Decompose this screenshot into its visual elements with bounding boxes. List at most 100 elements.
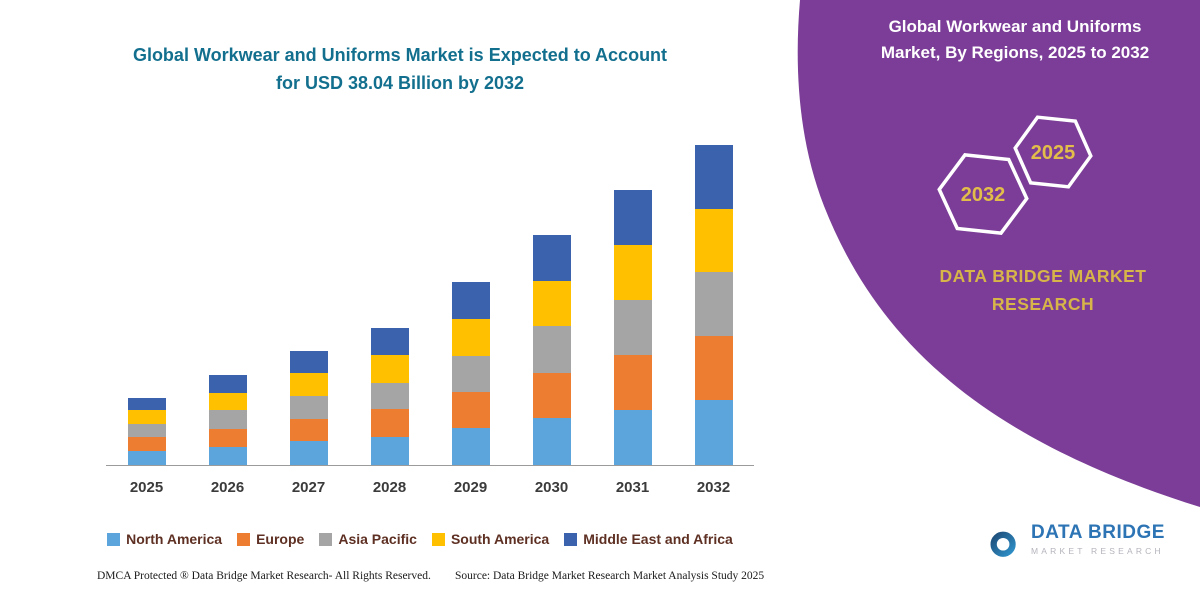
bar-slot-2031	[592, 189, 673, 465]
x-axis-labels: 2025 2026 2027 2028 2029 2030 2031 2032	[106, 479, 754, 496]
chart-title-line2: for USD 38.04 Billion by 2032	[275, 72, 525, 93]
bar-slot-2028	[349, 327, 430, 465]
bar-2025	[127, 397, 166, 465]
bar-2027	[289, 350, 328, 465]
bar-segment-2031	[613, 244, 652, 301]
bar-segment-2028	[370, 409, 409, 438]
legend-swatch	[107, 532, 121, 546]
x-axis-label-2029: 2029	[453, 479, 488, 496]
bar-segment-2029	[451, 391, 490, 428]
legend-label: Europe	[256, 531, 305, 547]
bar-segment-2032	[694, 400, 733, 465]
legend-swatch	[431, 532, 445, 546]
legend-item-north-america: North America	[107, 531, 222, 547]
bar-segment-2026	[208, 428, 247, 447]
bar-segment-2030	[532, 372, 571, 418]
bar-slot-2026	[187, 374, 268, 465]
bar-segment-2032	[694, 208, 733, 273]
x-axis-line	[106, 465, 754, 466]
bar-segment-2032	[694, 272, 733, 337]
dmca-text: DMCA Protected ® Data Bridge Market Rese…	[97, 570, 431, 582]
bar-segment-2029	[451, 355, 490, 392]
bar-segment-2026	[208, 446, 247, 465]
bar-segment-2027	[289, 418, 328, 442]
source-text: Source: Data Bridge Market Research Mark…	[455, 570, 765, 582]
logo-tagline: MARKET RESEARCH	[1031, 546, 1164, 556]
hexagon-2025-label: 2025	[1031, 142, 1076, 164]
bar-segment-2027	[289, 396, 328, 419]
brand-line1: DATA BRIDGE MARKET	[939, 266, 1147, 286]
logo-name: DATA BRIDGE	[1031, 522, 1165, 543]
legend-label: North America	[126, 531, 223, 547]
bar-segment-2028	[370, 382, 409, 410]
bar-2032	[694, 145, 733, 465]
legend-item-asia-pacific: Asia Pacific	[319, 531, 417, 547]
x-axis-label-2026: 2026	[210, 479, 245, 496]
bar-segment-2026	[208, 410, 247, 429]
data-bridge-logo: DATA BRIDGE MARKET RESEARCH	[980, 518, 1165, 560]
x-axis-label-2025: 2025	[129, 479, 164, 496]
bar-segment-2031	[613, 300, 652, 355]
panel-title: Global Workwear and Uniforms Market, By …	[852, 14, 1178, 67]
bar-segment-2031	[613, 409, 652, 465]
stacked-bar-chart: 2025 2026 2027 2028 2029 2030 2031 2032	[106, 126, 754, 496]
x-axis-label-2027: 2027	[291, 479, 326, 496]
data-bridge-logo-icon	[989, 519, 1016, 557]
bar-slot-2030	[511, 235, 592, 465]
panel-title-line2: Market, By Regions, 2025 to 2032	[880, 43, 1150, 63]
bar-segment-2030	[532, 280, 571, 327]
legend-swatch	[564, 532, 578, 546]
bar-segment-2032	[694, 145, 733, 209]
chart-title-line1: Global Workwear and Uniforms Market is E…	[132, 45, 668, 65]
panel-title-line1: Global Workwear and Uniforms	[888, 17, 1142, 36]
legend-swatch	[237, 532, 251, 546]
bar-segment-2025	[127, 397, 166, 411]
bars-area	[106, 126, 754, 465]
bar-segment-2030	[532, 417, 571, 465]
bar-segment-2026	[208, 392, 247, 411]
bar-slot-2027	[268, 350, 349, 465]
bar-segment-2030	[532, 235, 571, 281]
legend-item-middle-east-and-africa: Middle East and Africa	[564, 531, 733, 547]
legend-label: Asia Pacific	[338, 531, 417, 547]
bar-segment-2031	[613, 189, 652, 245]
bar-segment-2028	[370, 327, 409, 355]
bar-segment-2028	[370, 354, 409, 383]
bar-2028	[370, 327, 409, 465]
bar-slot-2025	[106, 397, 187, 465]
bar-segment-2025	[127, 450, 166, 465]
legend-swatch	[319, 532, 333, 546]
legend-item-europe: Europe	[237, 531, 304, 547]
bar-segment-2029	[451, 282, 490, 319]
bar-slot-2029	[430, 282, 511, 465]
brand-line2: RESEARCH	[991, 294, 1095, 314]
x-axis-label-2031: 2031	[615, 479, 650, 496]
data-bridge-logo-text: DATA BRIDGE MARKET RESEARCH	[1031, 522, 1165, 556]
bar-segment-2031	[613, 354, 652, 410]
x-axis-label-2032: 2032	[696, 479, 731, 496]
year-hexagons: 2025 2032	[937, 115, 1093, 235]
hexagon-2025	[1013, 115, 1093, 189]
bar-segment-2027	[289, 441, 328, 465]
x-axis-label-2028: 2028	[372, 479, 407, 496]
bar-2030	[532, 235, 571, 465]
bar-segment-2026	[208, 374, 247, 393]
bar-segment-2025	[127, 437, 166, 451]
bar-2026	[208, 374, 247, 465]
bar-segment-2025	[127, 423, 166, 438]
bar-segment-2029	[451, 428, 490, 465]
bar-segment-2025	[127, 410, 166, 424]
bar-2031	[613, 189, 652, 465]
legend-label: Middle East and Africa	[583, 531, 733, 547]
bar-segment-2027	[289, 350, 328, 374]
hexagon-2032	[937, 153, 1029, 235]
chart-legend: North America Europe Asia Pacific South Ame…	[60, 531, 780, 547]
bar-segment-2028	[370, 437, 409, 465]
bar-segment-2032	[694, 336, 733, 401]
chart-title: Global Workwear and Uniforms Market is E…	[80, 42, 720, 98]
legend-item-south-america: South America	[431, 531, 549, 547]
bar-segment-2030	[532, 326, 571, 373]
bar-segment-2029	[451, 318, 490, 356]
